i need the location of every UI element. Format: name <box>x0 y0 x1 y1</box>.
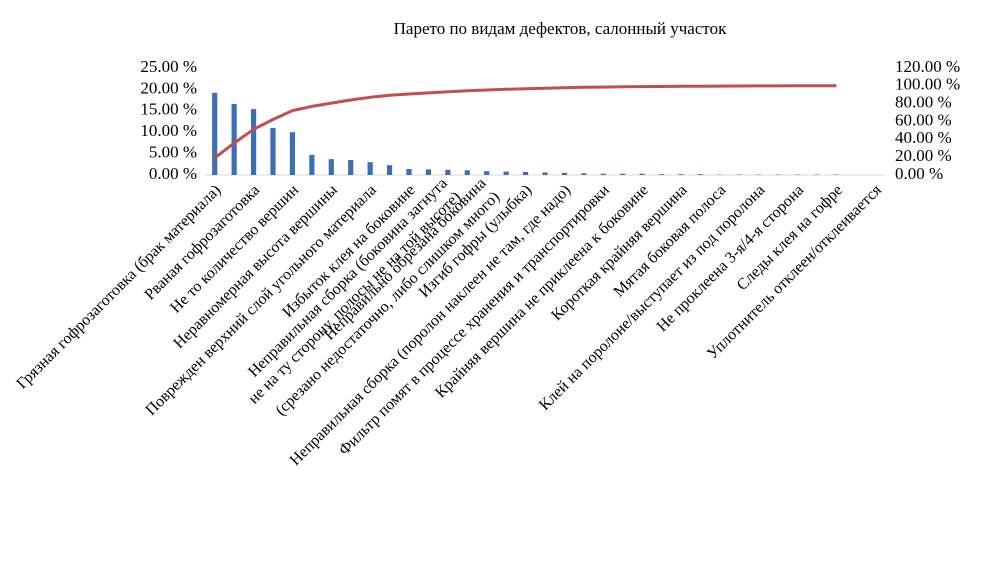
y2-tick-label: 0.00 % <box>895 164 943 183</box>
bar <box>678 174 684 175</box>
bar <box>231 103 237 175</box>
bar <box>697 174 704 175</box>
y-tick-label: 20.00 % <box>140 78 197 97</box>
bar <box>503 171 509 175</box>
chart-title: Парето по видам дефектов, салонный участ… <box>394 19 727 38</box>
bar <box>484 171 490 175</box>
bar <box>309 154 315 175</box>
bar <box>600 173 606 175</box>
bar <box>250 109 257 175</box>
bar <box>406 169 412 175</box>
bar <box>620 173 626 175</box>
bar <box>212 92 218 175</box>
bar <box>270 127 276 175</box>
y-tick-label: 5.00 % <box>149 143 197 162</box>
y2-tick-label: 60.00 % <box>895 110 952 129</box>
y2-tick-label: 100.00 % <box>895 75 960 94</box>
bar <box>522 172 529 175</box>
y2-tick-label: 40.00 % <box>895 128 952 147</box>
bar <box>289 132 296 175</box>
y2-tick-label: 120.00 % <box>895 57 960 76</box>
bar <box>425 169 432 175</box>
bar <box>367 162 373 175</box>
bar <box>328 159 334 175</box>
bar <box>445 169 451 175</box>
y-tick-label: 15.00 % <box>140 100 197 119</box>
bar <box>542 172 548 175</box>
y2-tick-label: 80.00 % <box>895 93 952 112</box>
y-tick-label: 25.00 % <box>140 57 197 76</box>
y-tick-label: 0.00 % <box>149 164 197 183</box>
bar <box>348 160 354 175</box>
y2-tick-label: 20.00 % <box>895 146 952 165</box>
y-tick-label: 10.00 % <box>140 121 197 140</box>
bar <box>658 174 665 175</box>
bar <box>464 170 470 175</box>
bar <box>561 172 568 175</box>
bar <box>639 173 645 175</box>
bar <box>386 165 393 175</box>
cumulative-line <box>213 84 837 160</box>
bar <box>581 173 587 175</box>
